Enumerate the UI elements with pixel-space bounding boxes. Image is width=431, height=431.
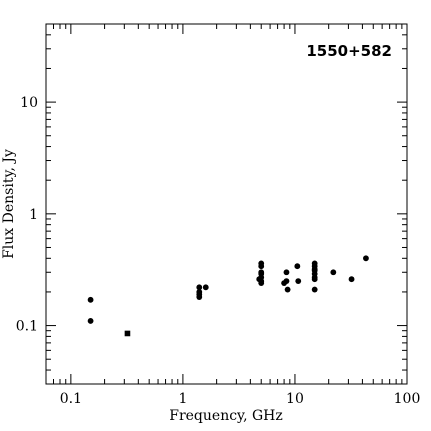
data-point <box>258 263 265 270</box>
tick-labels: 0.1 1 10 100 0.1 1 10 <box>16 95 421 407</box>
data-point <box>284 286 291 293</box>
data-point <box>87 296 94 303</box>
x-tick-label: 0.1 <box>60 391 82 407</box>
data-points <box>87 255 369 337</box>
y-axis-label: Flux Density, Jy <box>1 149 17 259</box>
data-point <box>196 284 203 291</box>
data-point <box>311 276 318 283</box>
data-point <box>330 269 337 276</box>
data-point <box>295 278 302 285</box>
x-axis-label: Frequency, GHz <box>169 408 283 424</box>
data-point <box>348 276 355 283</box>
y-tick-label: 1 <box>29 207 38 223</box>
data-point <box>283 269 290 276</box>
data-point <box>87 318 94 324</box>
plot-frame <box>45 23 408 385</box>
data-point <box>202 284 209 291</box>
data-point <box>294 263 301 270</box>
x-tick-label: 1 <box>178 391 187 407</box>
data-point <box>196 294 203 300</box>
x-tick-label: 100 <box>394 391 421 407</box>
data-point <box>258 280 265 286</box>
tick-marks <box>45 23 408 385</box>
y-tick-label: 0.1 <box>16 319 38 335</box>
y-tick-label: 10 <box>20 95 38 111</box>
x-tick-label: 10 <box>286 391 304 407</box>
chart-title: 1550+582 <box>306 42 392 60</box>
data-point <box>311 286 318 293</box>
data-point-square <box>124 330 131 337</box>
data-point <box>281 280 287 286</box>
data-point <box>363 255 369 262</box>
